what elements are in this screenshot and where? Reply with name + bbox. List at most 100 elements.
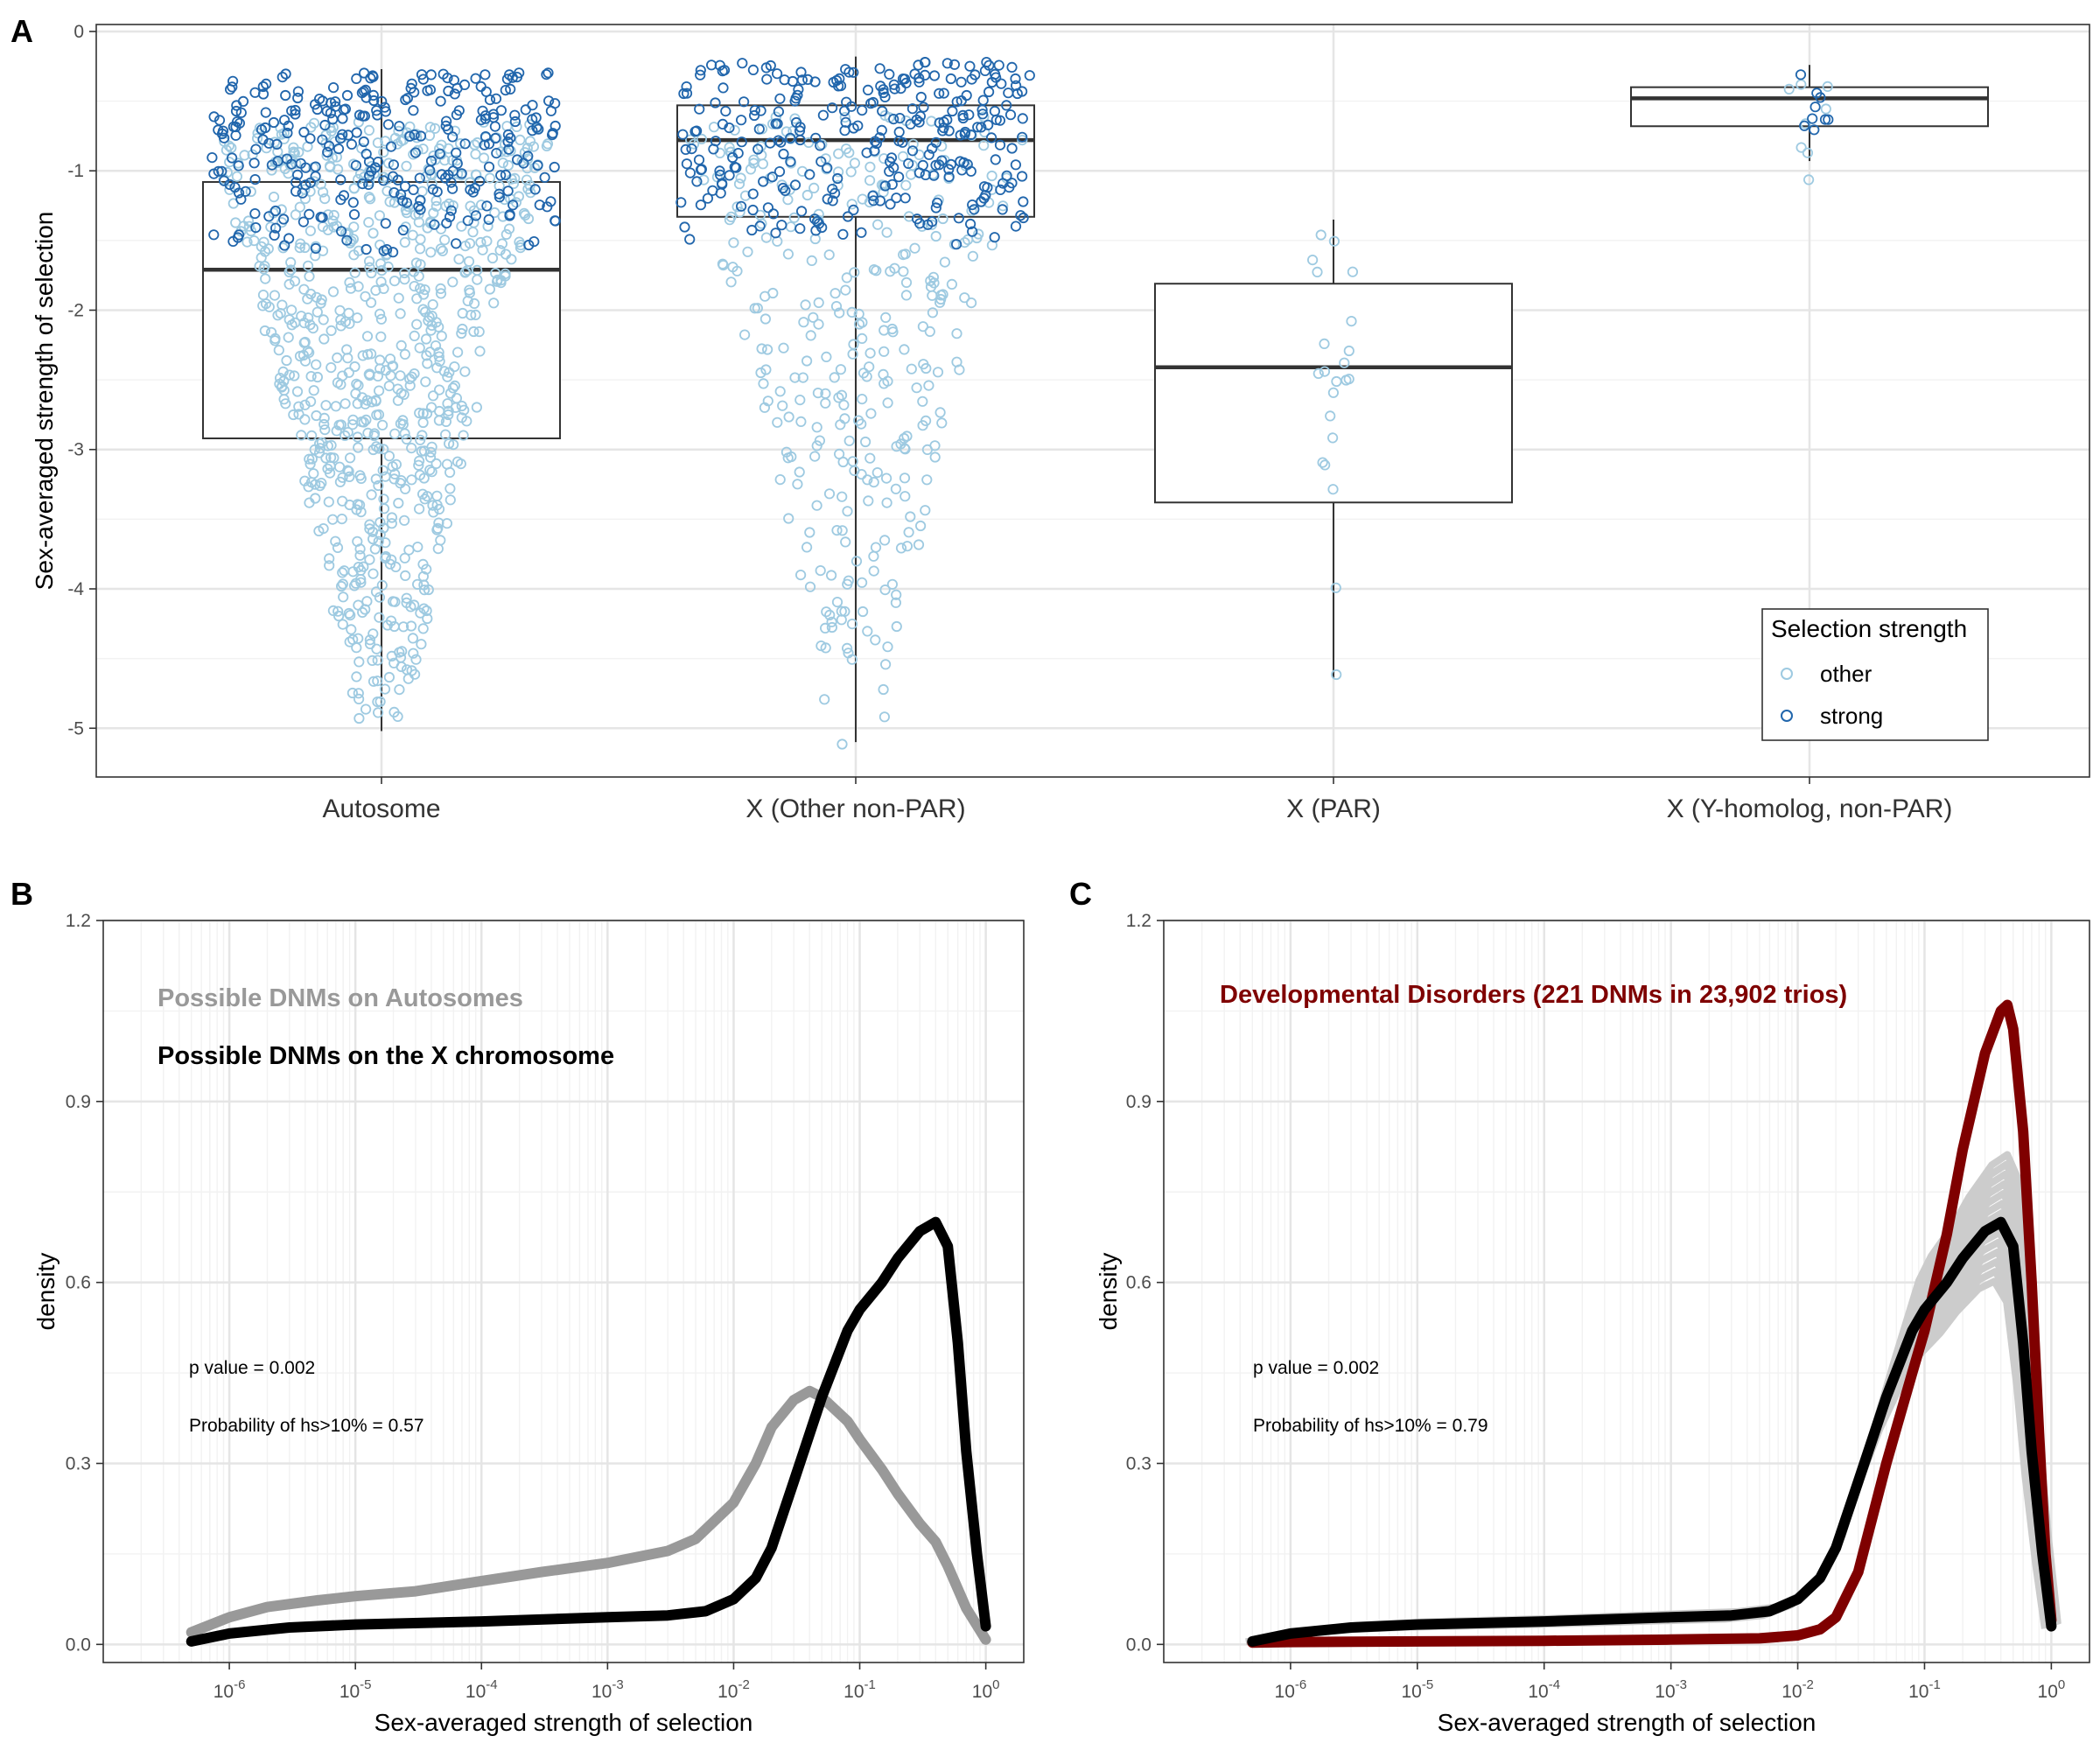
point-strong [906,103,919,115]
point-other [928,271,940,283]
point-other [497,211,508,222]
point-strong [690,126,701,137]
point-other [473,326,485,338]
point-strong [256,124,268,136]
point-other [698,174,710,186]
point-strong [290,108,301,120]
point-strong [382,119,394,130]
point-other [389,596,401,607]
point-other [900,276,913,288]
point-strong [758,176,769,187]
point-strong [775,136,787,148]
point-other [1331,668,1342,681]
panel-b: 0.0 0.3 0.6 0.9 1.2 10-6 10-5 10-4 10-3 10-2 10-1 1… [32,911,1025,1736]
point-other [268,192,280,203]
y-tick-label: 0.6 [66,1273,91,1293]
point-strong [961,89,972,102]
point-other [444,367,455,378]
point-strong [1012,88,1023,100]
panel-b-lines [186,1216,991,1647]
category-label: X (PAR) [1286,794,1381,823]
point-strong [279,240,290,251]
point-other [421,605,432,617]
point-other [444,494,456,506]
point-strong [350,160,361,172]
point-strong [337,113,348,124]
point-other [849,158,861,169]
point-other [903,527,914,538]
point-other [511,121,522,132]
y-tick-label: 0.9 [1126,1092,1152,1112]
point-other [376,419,388,430]
panel-c: 0.0 0.3 0.6 0.9 1.2 10-6 10-5 10-4 10-3 10-2 10-1 1… [1095,911,2090,1736]
point-other [372,707,384,718]
point-strong [865,98,877,109]
point-other [363,124,374,136]
panel-c-probability: Probability of hs>10% = 0.79 [1253,1416,1488,1436]
point-other [387,461,398,472]
point-strong [358,67,370,79]
point-other [435,535,446,546]
point-other [337,567,348,578]
point-other [380,471,391,482]
point-strong [491,148,502,159]
point-other [380,550,391,563]
point-other [724,214,736,226]
point-strong [490,93,502,104]
point-other [856,577,868,588]
point-strong [684,234,696,245]
point-other [738,329,751,340]
point-other [840,536,851,548]
point-strong [368,89,379,102]
point-other [352,312,363,324]
point-strong [341,234,353,246]
point-other [900,444,911,455]
point-other [360,398,371,410]
point-other [304,270,315,282]
point-other [333,419,345,430]
point-strong [298,126,310,138]
point-other [500,268,511,279]
point-other [362,348,374,360]
point-other [924,326,935,337]
point-strong [809,76,821,88]
point-other [472,136,483,149]
point-other [360,290,371,302]
point-strong [227,75,239,87]
point-other [413,503,425,514]
x-tick-label: 10-4 [1528,1677,1560,1702]
point-other [254,122,265,134]
point-strong [542,67,554,79]
point-other [478,152,490,164]
point-other [811,500,822,511]
point-other [830,300,843,312]
point-other [725,276,737,288]
point-other [456,400,467,412]
point-other [305,122,317,133]
point-other [332,542,344,554]
point-other [780,446,793,458]
point-strong [983,119,994,130]
point-strong [888,114,900,125]
point-strong [871,137,883,150]
point-other [353,442,364,453]
point-other [340,398,351,410]
point-other [322,440,333,452]
point-other [489,206,500,219]
point-strong [822,162,833,173]
point-other [1315,229,1326,241]
point-other [242,236,253,248]
point-strong [235,107,247,118]
point-strong [982,182,993,193]
point-other [839,606,850,617]
point-strong [917,159,928,171]
point-other [881,227,892,238]
point-strong [527,114,538,125]
point-other [484,172,496,184]
point-other [401,592,412,604]
point-strong [317,212,328,223]
point-other [245,186,256,198]
point-strong [695,65,706,76]
point-strong [360,148,372,160]
point-other [441,518,452,529]
